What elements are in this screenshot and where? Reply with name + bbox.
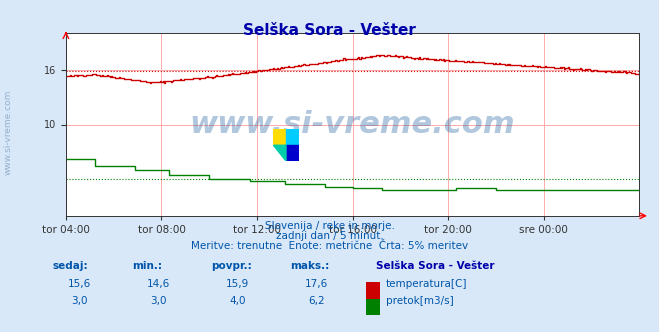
Text: 4,0: 4,0 [229, 296, 246, 306]
Text: Slovenija / reke in morje.: Slovenija / reke in morje. [264, 221, 395, 231]
Text: www.si-vreme.com: www.si-vreme.com [190, 110, 515, 139]
Text: Selška Sora - Vešter: Selška Sora - Vešter [376, 261, 494, 271]
Bar [286, 129, 299, 145]
Text: Selška Sora - Vešter: Selška Sora - Vešter [243, 23, 416, 38]
Text: pretok[m3/s]: pretok[m3/s] [386, 296, 453, 306]
Polygon shape [273, 145, 286, 161]
Text: 17,6: 17,6 [304, 279, 328, 289]
Text: sedaj:: sedaj: [53, 261, 88, 271]
Text: 15,9: 15,9 [225, 279, 249, 289]
Text: 15,6: 15,6 [67, 279, 91, 289]
Text: 14,6: 14,6 [146, 279, 170, 289]
Text: min.:: min.: [132, 261, 162, 271]
Text: povpr.:: povpr.: [211, 261, 252, 271]
Text: maks.:: maks.: [290, 261, 330, 271]
Bar [273, 129, 286, 145]
Text: temperatura[C]: temperatura[C] [386, 279, 467, 289]
Text: 3,0: 3,0 [71, 296, 88, 306]
Text: zadnji dan / 5 minut.: zadnji dan / 5 minut. [275, 231, 384, 241]
Text: www.si-vreme.com: www.si-vreme.com [3, 90, 13, 176]
Text: 3,0: 3,0 [150, 296, 167, 306]
Text: Meritve: trenutne  Enote: metrične  Črta: 5% meritev: Meritve: trenutne Enote: metrične Črta: … [191, 241, 468, 251]
Bar [286, 145, 299, 161]
Text: 6,2: 6,2 [308, 296, 325, 306]
